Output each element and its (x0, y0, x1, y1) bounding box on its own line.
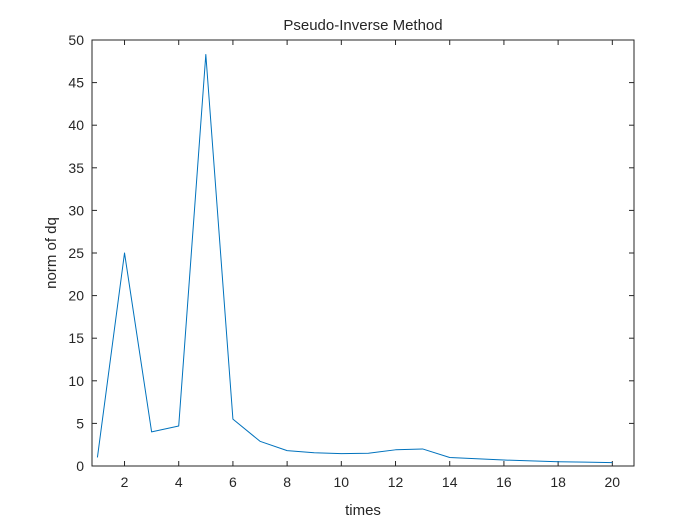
series-line (96, 53, 613, 464)
y-tick-label: 5 (76, 415, 84, 431)
y-tick-label: 0 (76, 458, 84, 474)
y-tick-label: 20 (68, 288, 84, 304)
x-tick-label: 8 (283, 474, 291, 490)
y-tick-label: 50 (68, 32, 84, 48)
x-tick-label: 10 (334, 474, 350, 490)
x-tick-label: 2 (121, 474, 129, 490)
y-tick-label: 25 (68, 245, 84, 261)
x-tick-label: 12 (388, 474, 404, 490)
x-axis-ticks: 2 4 6 8 10 12 14 16 18 20 (121, 40, 621, 490)
y-tick-label: 15 (68, 330, 84, 346)
plot-area (91, 39, 635, 467)
y-tick-label: 10 (68, 373, 84, 389)
y-axis-ticks: 0 5 10 15 20 25 30 35 40 45 50 (68, 32, 634, 474)
chart-title: Pseudo-Inverse Method (283, 17, 442, 34)
y-tick-label: 45 (68, 75, 84, 91)
x-tick-label: 6 (229, 474, 237, 490)
x-tick-label: 14 (442, 474, 458, 490)
y-tick-label: 35 (68, 160, 84, 176)
x-tick-label: 18 (550, 474, 566, 490)
y-axis-label: norm of dq (43, 217, 60, 289)
x-axis-label: times (345, 502, 381, 519)
y-tick-label: 30 (68, 202, 84, 218)
x-tick-label: 16 (496, 474, 512, 490)
y-tick-label: 40 (68, 117, 84, 133)
x-tick-label: 20 (605, 474, 621, 490)
x-tick-label: 4 (175, 474, 183, 490)
series-layer (96, 53, 613, 464)
